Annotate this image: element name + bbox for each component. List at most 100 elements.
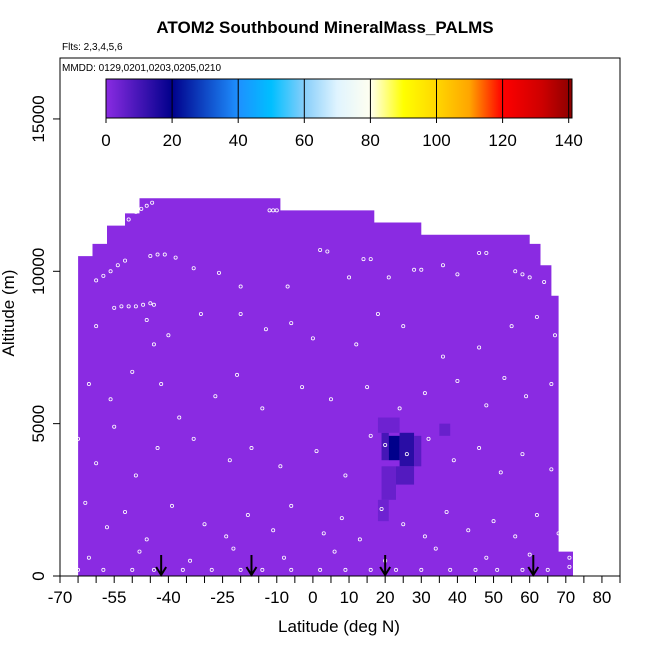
x-tick-label: -40 (156, 588, 181, 607)
observation-point (151, 342, 156, 347)
chart-title: ATOM2 Southbound MineralMass_PALMS (156, 18, 494, 37)
observation-point (72, 290, 77, 295)
observation-point (72, 528, 77, 533)
observation-point (567, 564, 572, 569)
observation-point (310, 336, 315, 341)
observation-point (133, 473, 138, 478)
observation-point (318, 567, 323, 572)
observation-point (83, 500, 88, 505)
observation-point (245, 513, 250, 518)
observation-point (419, 267, 424, 272)
observation-point (224, 534, 229, 539)
y-tick-label: 0 (29, 571, 48, 580)
observation-point (126, 304, 131, 309)
x-tick-label: 60 (520, 588, 539, 607)
observation-point (502, 375, 507, 380)
observation-point (144, 203, 149, 208)
observation-point (477, 251, 482, 256)
heatmap-cell (396, 466, 415, 485)
observation-point (393, 567, 398, 572)
flights-label: Flts: 2,3,4,5,6 (62, 42, 123, 53)
observation-point (188, 558, 193, 563)
x-tick-label: -10 (264, 588, 289, 607)
observation-point (180, 567, 185, 572)
observation-point (191, 436, 196, 441)
observation-point (148, 254, 153, 259)
observation-point (104, 525, 109, 530)
observation-point (162, 252, 167, 257)
observation-point (477, 446, 482, 451)
observation-point (216, 270, 221, 275)
observation-point (213, 394, 218, 399)
observation-point (401, 324, 406, 329)
observation-point (383, 442, 388, 447)
observation-point (260, 406, 265, 411)
observation-point (94, 461, 99, 466)
heatmap-cell (439, 423, 451, 436)
observation-point (455, 378, 460, 383)
x-tick-label: 40 (448, 588, 467, 607)
heatmap-cell (414, 435, 422, 467)
y-tick-label: 10000 (29, 248, 48, 295)
mmdd-label: MMDD: 0129,0201,0203,0205,0210 (62, 63, 221, 74)
observation-point (123, 510, 128, 515)
observation-point (281, 555, 286, 560)
observation-point (375, 311, 380, 316)
observation-point (94, 324, 99, 329)
observation-point (527, 275, 532, 280)
observation-point (76, 567, 81, 572)
x-tick-label: -25 (210, 588, 235, 607)
observation-point (520, 567, 525, 572)
observation-point (86, 382, 91, 387)
observation-point (238, 567, 243, 572)
observation-point (198, 311, 203, 316)
observation-points (72, 200, 572, 572)
observation-point (101, 567, 106, 572)
observation-point (419, 567, 424, 572)
colorbar-tick-label: 80 (361, 131, 380, 150)
observation-point (552, 333, 557, 338)
observation-point (440, 263, 445, 268)
observation-point (231, 546, 236, 551)
observation-point (527, 552, 532, 557)
observation-point (477, 345, 482, 350)
observation-point (422, 391, 427, 396)
observation-point (549, 382, 554, 387)
axes: -70 -55 -40 -25 -10 0 10 20 30 40 50 60 70 80 0 5000 100… (0, 95, 621, 636)
observation-point (173, 255, 178, 260)
observation-point (169, 503, 174, 508)
observation-point (332, 549, 337, 554)
observation-point (343, 567, 348, 572)
observation-point (444, 510, 449, 515)
observation-point (249, 446, 254, 451)
colorbar-tick-label: 100 (422, 131, 450, 150)
heatmap-envelope (78, 198, 573, 576)
observation-point (191, 266, 196, 271)
observation-point (484, 555, 489, 560)
observation-point (151, 567, 156, 572)
y-tick-label: 5000 (29, 405, 48, 443)
observation-point (491, 519, 496, 524)
observation-point (451, 458, 456, 463)
observation-point (397, 406, 402, 411)
observation-point (328, 397, 333, 402)
observation-point (130, 369, 135, 374)
observation-point (289, 567, 294, 572)
observation-point (339, 516, 344, 521)
observation-point (513, 534, 518, 539)
observation-point (448, 567, 453, 572)
heatmap-layer (78, 198, 573, 576)
observation-point (150, 200, 155, 205)
colorbar-tick-label: 0 (101, 131, 110, 150)
observation-point (484, 403, 489, 408)
observation-point (139, 206, 144, 211)
observation-point (285, 284, 290, 289)
observation-point (545, 567, 550, 572)
observation-point (379, 506, 384, 511)
observation-point (365, 385, 370, 390)
x-tick-label: 20 (376, 588, 395, 607)
observation-point (509, 324, 514, 329)
observation-point (130, 567, 135, 572)
observation-point (151, 302, 156, 307)
